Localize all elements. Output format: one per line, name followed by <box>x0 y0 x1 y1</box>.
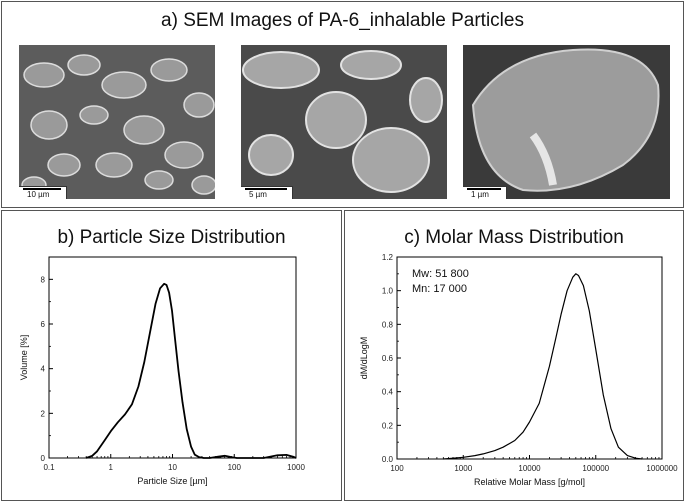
annotation-label: Mn: 17 000 <box>412 283 467 295</box>
y-tick-label: 1.0 <box>382 287 394 296</box>
sem-panel-title: a) SEM Images of PA-6_inhalable Particle… <box>161 10 524 31</box>
x-tick-label: 1 <box>109 463 114 472</box>
y-tick-label: 0 <box>41 454 46 463</box>
scale-bar-10um: 10 µm <box>19 186 67 199</box>
plot-frame <box>48 256 297 459</box>
y-tick-label: 0.8 <box>382 320 394 329</box>
y-tick-label: 1.2 <box>382 253 394 262</box>
x-tick-label: 10000 <box>518 464 541 473</box>
particle-size-panel: b) Particle Size Distribution 0.1 1 10 100 1… <box>1 210 342 501</box>
x-tick-label: 10 <box>168 463 177 472</box>
scale-bar-1um: 1 µm <box>463 186 507 199</box>
molar-mass-panel: c) Molar Mass Distribution 100 1000 10000 1… <box>344 210 684 501</box>
y-axis-label: Volume [%] <box>19 335 29 381</box>
sem-image-low-magnification: 10 µm <box>19 45 215 199</box>
y-tick-label: 2 <box>41 409 46 418</box>
x-tick-label: 100000 <box>582 464 609 473</box>
series-line <box>85 282 297 459</box>
x-tick-label: 1000000 <box>646 464 678 473</box>
y-axis-label: dM/dLogM <box>359 337 369 380</box>
annotation-label: Mw: 51 800 <box>412 268 469 280</box>
x-tick-label: 100 <box>390 464 404 473</box>
sem-image-high-magnification: 1 µm <box>463 45 670 199</box>
x-tick-label: 1000 <box>454 464 472 473</box>
x-tick-label: 1000 <box>287 463 305 472</box>
x-tick-label: 0.1 <box>43 463 55 472</box>
mmd-panel-title: c) Molar Mass Distribution <box>404 227 624 248</box>
sem-image-mid-magnification: 5 µm <box>241 45 447 199</box>
y-tick-label: 6 <box>41 320 46 329</box>
y-tick-label: 0.2 <box>382 421 394 430</box>
scale-bar-5um: 5 µm <box>241 186 293 199</box>
x-tick-label: 100 <box>228 463 242 472</box>
y-tick-label: 4 <box>41 365 46 374</box>
particle-size-chart: 0.1 1 10 100 1000 0 2 4 6 8 Particle Size [µm] Volu… <box>19 256 305 486</box>
y-tick-label: 0.6 <box>382 354 394 363</box>
psd-panel-title: b) Particle Size Distribution <box>57 227 286 248</box>
molar-mass-chart: 100 1000 10000 100000 1000000 0.0 0.2 0.4 0.6 0.8… <box>359 253 678 487</box>
y-tick-label: 0.4 <box>382 388 394 397</box>
series-line <box>443 273 643 460</box>
y-tick-label: 8 <box>41 275 46 284</box>
x-axis-label: Particle Size [µm] <box>137 476 207 486</box>
sem-images-panel: a) SEM Images of PA-6_inhalable Particle… <box>1 1 684 208</box>
y-tick-label: 0.0 <box>382 455 394 464</box>
x-axis-label: Relative Molar Mass [g/mol] <box>474 477 585 487</box>
